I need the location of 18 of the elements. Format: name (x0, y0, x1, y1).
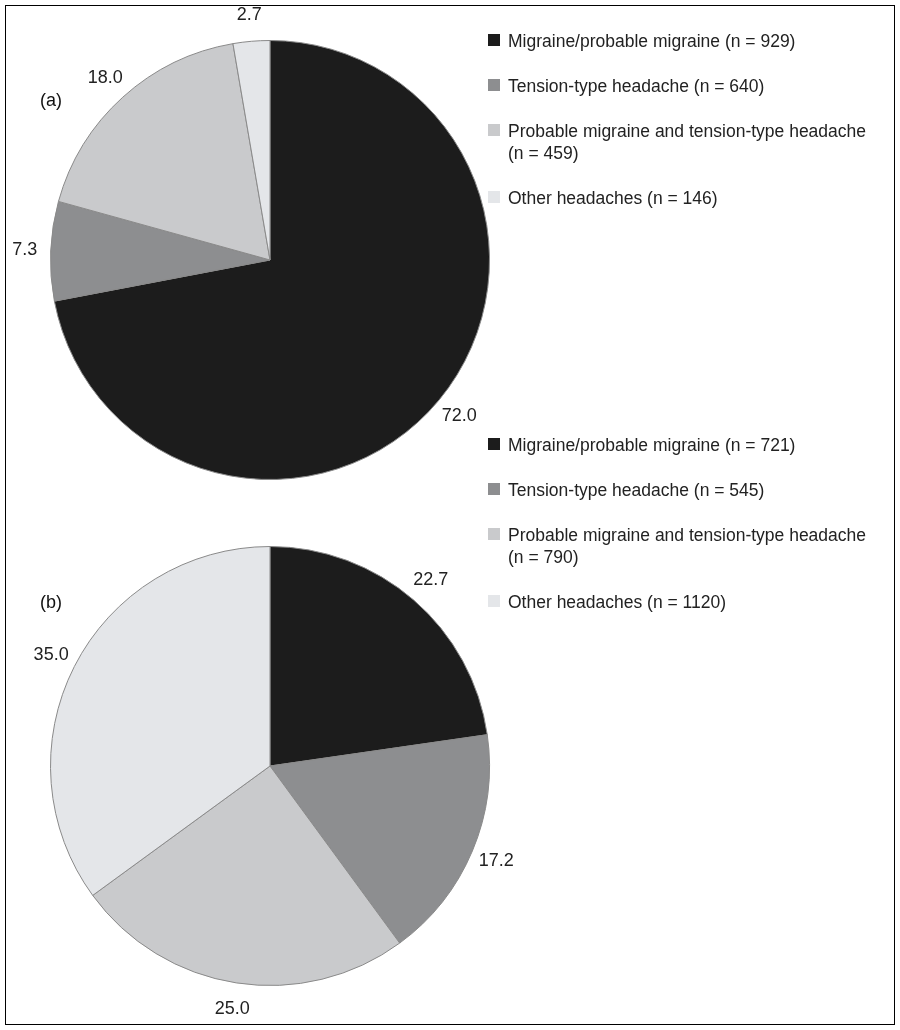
legend-label: Migraine/probable migraine (n = 721) (507, 434, 797, 456)
legend-label: Tension-type headache (n = 545) (507, 479, 766, 501)
data-label: 25.0 (214, 997, 250, 1018)
data-label: 22.7 (413, 569, 449, 590)
legend-label: Probable migraine and tension-type headache (n = 459) (507, 120, 868, 164)
data-label: 17.2 (478, 850, 514, 871)
text: (a) (40, 90, 62, 111)
legend-label: Other headaches (n = 146) (507, 187, 719, 209)
data-label: 2.7 (236, 4, 262, 25)
legend-label: Probable migraine and tension-type headache (n = 790) (507, 524, 868, 568)
text: (b) (40, 592, 62, 613)
data-label: 35.0 (33, 643, 69, 664)
legend-label: Migraine/probable migraine (n = 929) (507, 30, 797, 52)
data-label: 72.0 (441, 405, 477, 426)
data-label: 18.0 (87, 66, 123, 87)
data-label: 7.3 (12, 238, 38, 259)
legend-label: Tension-type headache (n = 640) (507, 75, 766, 97)
legend-label: Other headaches (n = 1120) (507, 591, 728, 613)
